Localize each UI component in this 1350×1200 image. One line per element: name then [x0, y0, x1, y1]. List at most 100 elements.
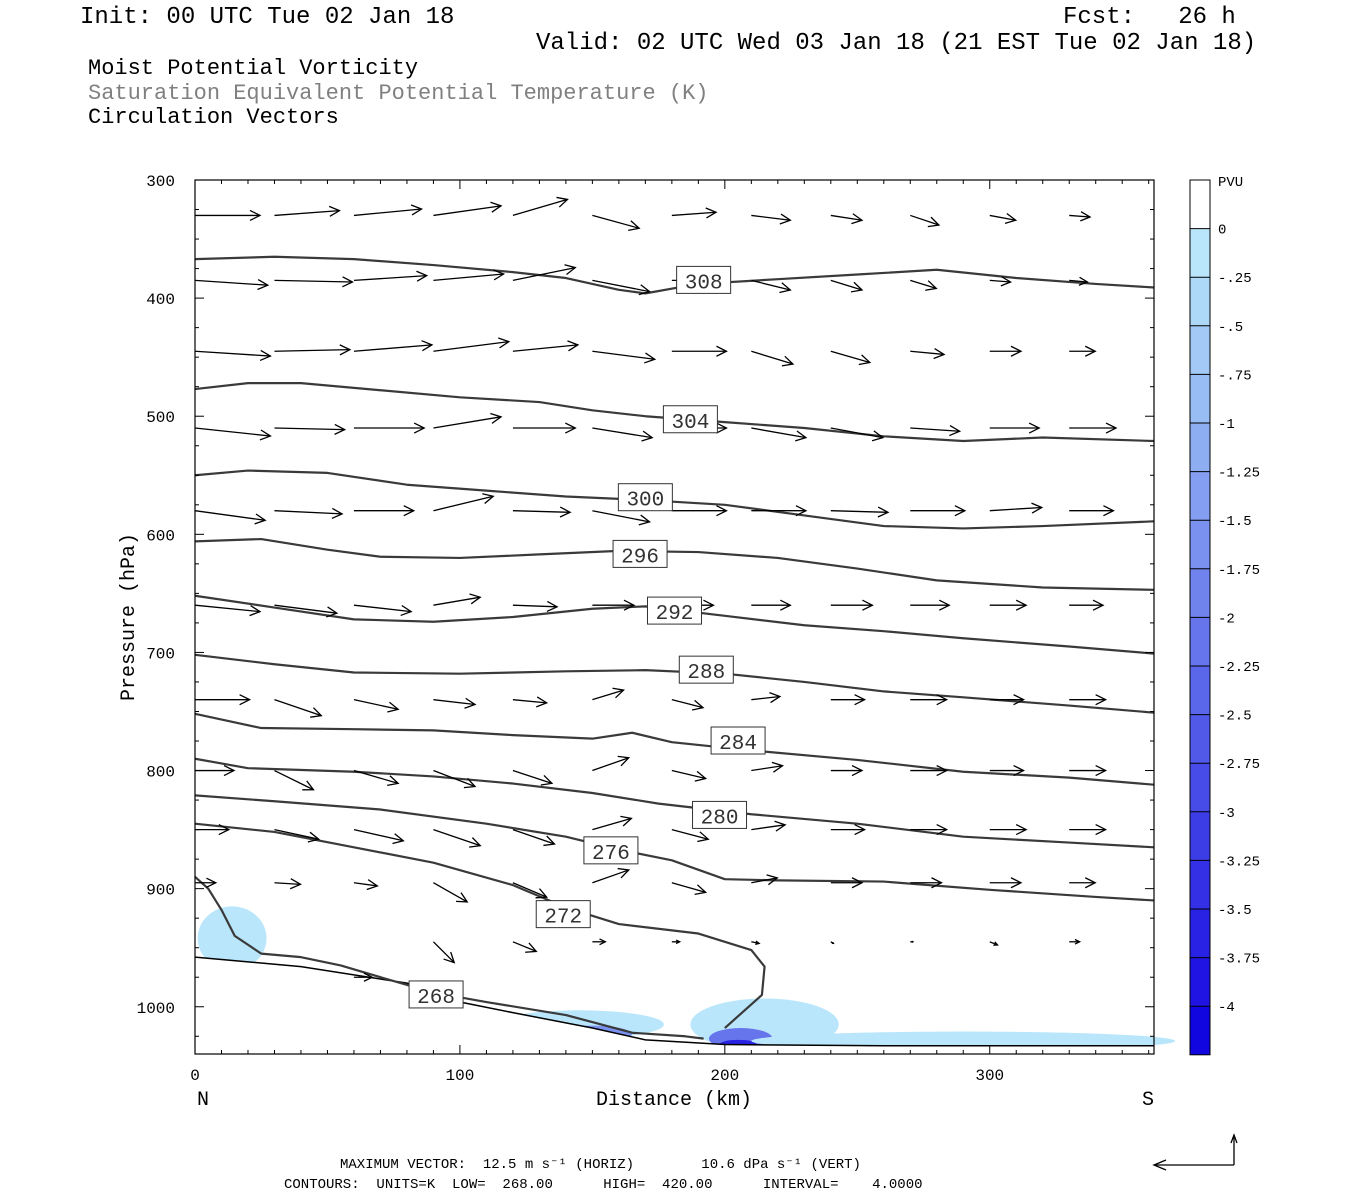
vector-head: [1095, 694, 1108, 706]
vector-head: [387, 701, 400, 713]
vector-head: [954, 505, 967, 517]
vector-head: [938, 599, 951, 611]
vector-shaft: [512, 769, 553, 784]
vector-head: [628, 220, 641, 232]
vector-head: [1103, 505, 1115, 517]
vector-shaft: [432, 941, 455, 964]
colorbar-label: 0: [1218, 223, 1226, 239]
vector-head: [1092, 599, 1105, 611]
vector-head: [490, 201, 503, 213]
contour-label-box-296: [612, 539, 668, 568]
vector-shaft: [830, 510, 889, 513]
vector-head: [239, 694, 252, 706]
vector-head: [366, 879, 379, 891]
colorbar-swatch: [1190, 666, 1210, 715]
contour-info-note: CONTOURS: UNITS=K LOW= 268.00 HIGH= 420.…: [284, 1177, 923, 1193]
y-tick-label: 500: [146, 409, 175, 427]
vector-shaft: [592, 350, 655, 360]
vector-shaft: [671, 769, 706, 780]
vector-head: [949, 425, 962, 437]
colorbar-swatch: [1190, 568, 1210, 618]
vector-head: [1015, 599, 1028, 611]
colorbar-label: -1: [1218, 417, 1235, 433]
vector-head: [218, 824, 231, 836]
vector-shaft: [989, 506, 1042, 512]
vector-head: [416, 270, 429, 282]
vector-head: [1015, 824, 1028, 836]
vector-head: [795, 505, 808, 517]
contour-label-292: 292: [656, 603, 694, 626]
vector-shaft: [830, 350, 870, 364]
vector-head: [617, 867, 631, 879]
colorbar-swatch: [1190, 714, 1210, 764]
vector-shaft: [433, 699, 476, 706]
vector-shaft: [671, 828, 709, 840]
vector-shaft: [512, 941, 537, 952]
vector-head: [469, 593, 482, 605]
vector-head: [1031, 502, 1044, 514]
circulation-vectors: [194, 196, 1118, 982]
x-end-label-right: S: [1142, 1089, 1154, 1112]
vector-shaft: [751, 214, 791, 221]
contour-label-288: 288: [687, 662, 725, 685]
vector-shaft: [274, 699, 322, 717]
vector-head: [858, 354, 872, 366]
vector-head: [675, 939, 682, 945]
contour-label-276: 276: [592, 843, 630, 866]
vector-head: [259, 349, 272, 362]
vector-head: [936, 694, 949, 706]
contour-label-304: 304: [671, 412, 709, 435]
colorbar-label: -2.75: [1218, 757, 1260, 773]
vector-shaft: [274, 604, 337, 614]
valid-time: Valid: 02 UTC Wed 03 Jan 18 (21 EST Tue …: [536, 30, 1257, 57]
vector-shaft: [910, 350, 945, 356]
vector-head: [617, 755, 631, 767]
vector-head: [850, 281, 864, 293]
vector-shaft: [989, 279, 1011, 283]
vector-head: [612, 687, 625, 699]
contour-label-296: 296: [621, 546, 659, 569]
vector-shaft: [512, 828, 555, 845]
vector-shaft: [353, 604, 412, 613]
vector-head: [933, 347, 946, 360]
vector-head: [249, 209, 262, 222]
vector-head: [623, 599, 636, 611]
vector-shaft: [592, 510, 650, 523]
vector-shaft: [512, 699, 547, 704]
vector-head: [925, 280, 938, 291]
vector-head: [697, 831, 710, 843]
vector-head: [871, 430, 885, 442]
vector-head: [1078, 276, 1089, 286]
y-axis-label: Pressure (hPa): [118, 533, 141, 701]
contour-label-box-300: [617, 483, 673, 512]
vector-head: [559, 506, 572, 518]
y-tick-label: 600: [146, 527, 175, 545]
vector-head: [774, 820, 787, 832]
vector-head: [363, 972, 374, 982]
vector-head: [1084, 877, 1097, 889]
vector-shaft: [592, 279, 650, 293]
pv-shade--0.25: [197, 906, 267, 971]
vector-shaft: [751, 877, 778, 884]
colorbar-swatch: [1190, 1006, 1210, 1055]
vector-shaft: [274, 279, 353, 283]
contour-label-268: 268: [417, 987, 455, 1010]
vector-shaft: [433, 769, 476, 788]
vector-shaft: [353, 882, 378, 887]
vector-shaft: [274, 769, 314, 791]
vector-head: [936, 824, 949, 836]
vector-head: [638, 284, 652, 296]
vector-head: [410, 204, 423, 216]
colorbar-swatch: [1190, 277, 1210, 326]
vector-head: [525, 942, 538, 953]
vector-head: [877, 506, 890, 518]
vector-shaft: [274, 828, 319, 840]
colorbar-swatch: [1190, 180, 1210, 229]
vector-head: [206, 877, 218, 888]
vector-shaft: [433, 596, 481, 606]
vector-head: [1028, 422, 1041, 434]
vector-shaft: [433, 205, 502, 217]
vector-head: [769, 692, 782, 704]
vector-shaft: [751, 279, 791, 291]
vector-head: [1010, 877, 1023, 889]
